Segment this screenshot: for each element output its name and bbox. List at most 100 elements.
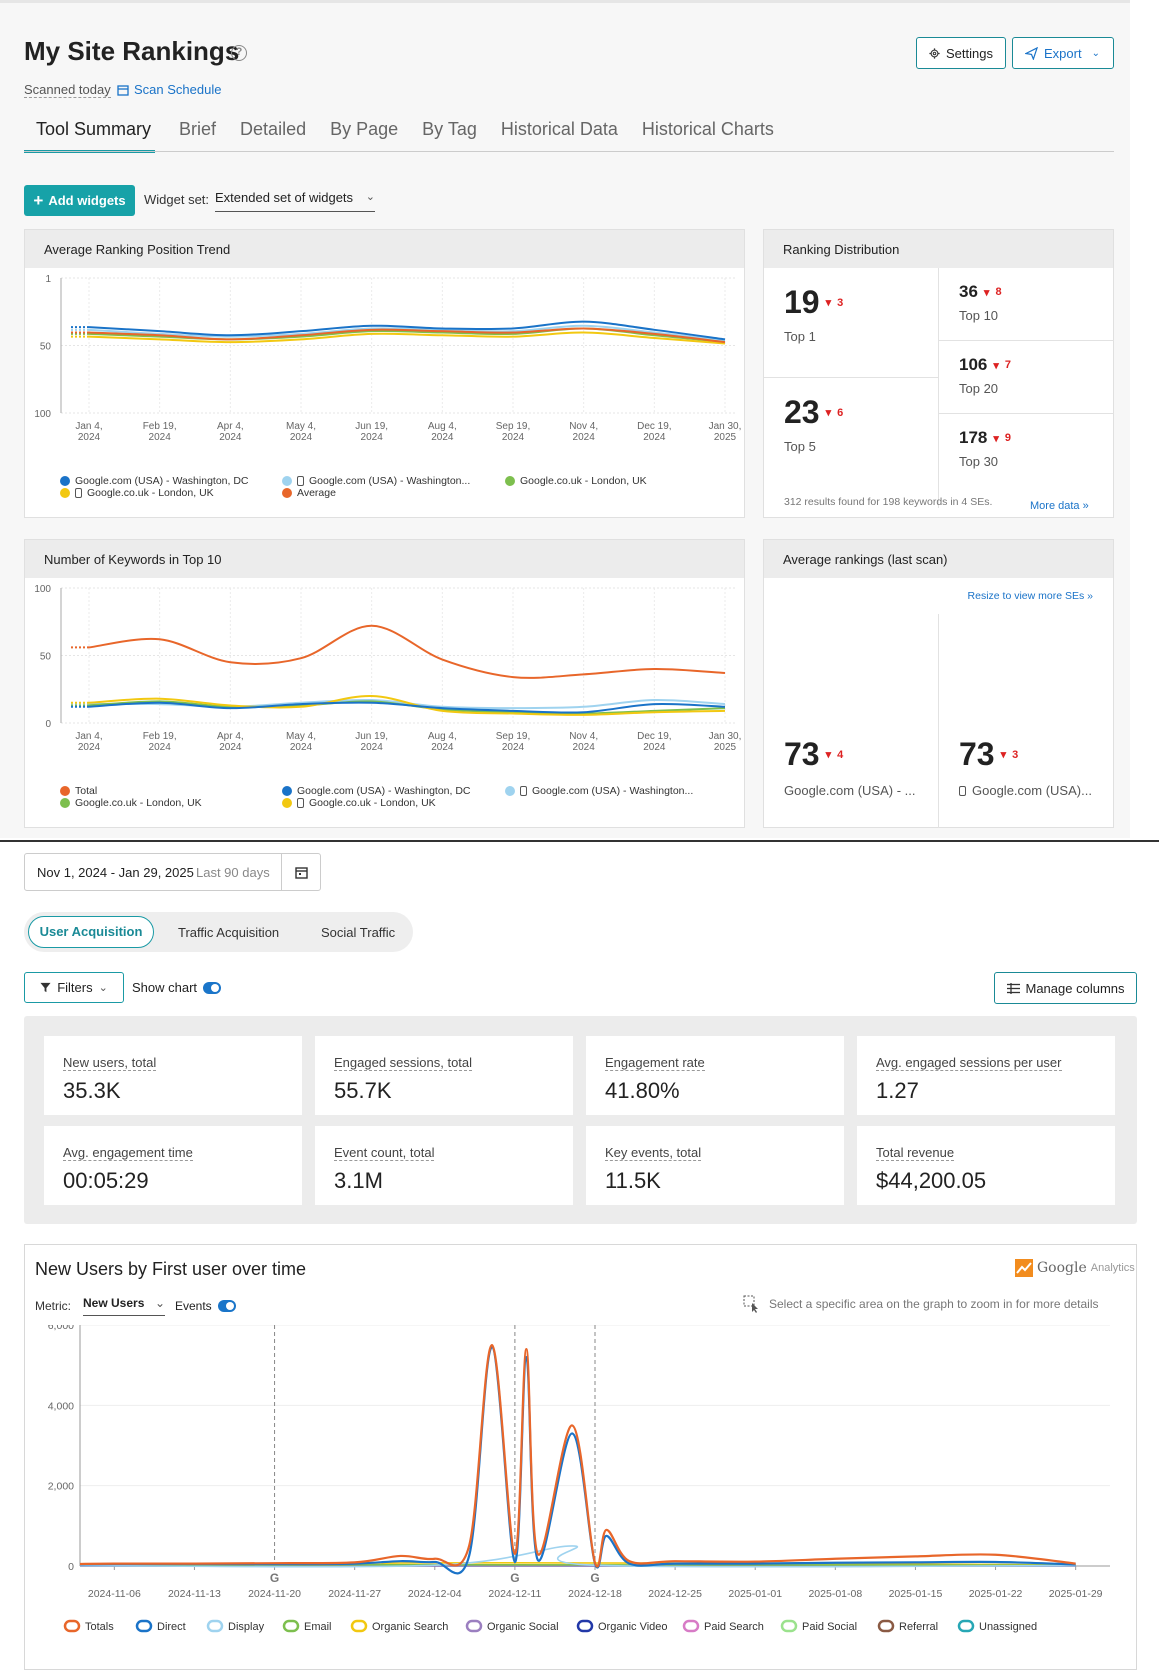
legend-item[interactable]: Organic Search bbox=[350, 1619, 448, 1633]
google-update-marker[interactable]: G bbox=[270, 1571, 279, 1585]
legend-toggle-icon bbox=[877, 1619, 895, 1633]
legend-item[interactable]: Display bbox=[206, 1619, 265, 1633]
series-line[interactable] bbox=[88, 320, 726, 341]
metric-card[interactable]: Total revenue $44,200.05 bbox=[857, 1126, 1115, 1205]
legend-item[interactable]: Google.co.uk - London, UK bbox=[282, 797, 436, 809]
legend-item[interactable]: Total bbox=[60, 785, 97, 797]
tab-brief[interactable]: Brief bbox=[179, 119, 217, 139]
metric-card[interactable]: Event count, total 3.1M bbox=[315, 1126, 573, 1205]
metric-label: Event count, total bbox=[334, 1145, 435, 1161]
top1-metric[interactable]: 19 ▾ 3 bbox=[784, 284, 843, 321]
metric-card[interactable]: Engagement rate 41.80% bbox=[586, 1036, 844, 1115]
metric-card[interactable]: Avg. engaged sessions per user 1.27 bbox=[857, 1036, 1115, 1115]
series-line[interactable] bbox=[88, 331, 726, 345]
top20-metric[interactable]: 106 ▾ 7 bbox=[959, 355, 1011, 375]
legend-item[interactable]: Organic Video bbox=[576, 1619, 668, 1633]
legend-item[interactable]: Google.co.uk - London, UK bbox=[60, 797, 202, 809]
legend-item[interactable]: Paid Social bbox=[780, 1619, 857, 1633]
x-tick-label: 2024-12-18 bbox=[568, 1588, 622, 1600]
segment-social-traffic[interactable]: Social Traffic bbox=[321, 925, 396, 940]
y-tick-label: 2,000 bbox=[48, 1481, 74, 1493]
tab-tool-summary[interactable]: Tool Summary bbox=[24, 119, 156, 153]
segment-traffic-acquisition[interactable]: Traffic Acquisition bbox=[178, 925, 280, 940]
arrow-down-icon: ▾ bbox=[983, 286, 990, 299]
x-tick-label: 2025-01-22 bbox=[969, 1588, 1023, 1600]
metric-card[interactable]: New users, total 35.3K bbox=[44, 1036, 302, 1115]
top10-metric[interactable]: 36 ▾ 8 bbox=[959, 282, 1002, 302]
legend-item[interactable]: Average bbox=[282, 487, 336, 499]
help-icon[interactable]: ? bbox=[231, 45, 247, 61]
add-widgets-button[interactable]: + Add widgets bbox=[24, 185, 135, 216]
export-button[interactable]: Export ⌄ bbox=[1012, 37, 1114, 69]
y-tick-label: 100 bbox=[34, 584, 51, 595]
metric-dropdown[interactable]: New Users ⌄ bbox=[83, 1296, 165, 1316]
filters-button[interactable]: Filters ⌄ bbox=[24, 972, 124, 1003]
top30-metric[interactable]: 178 ▾ 9 bbox=[959, 428, 1011, 448]
manage-columns-button[interactable]: Manage columns bbox=[994, 972, 1137, 1004]
tab-historical-data[interactable]: Historical Data bbox=[500, 119, 618, 139]
legend-item[interactable]: Organic Social bbox=[465, 1619, 559, 1633]
se2-label-row: Google.com (USA)... bbox=[959, 783, 1092, 798]
series-line[interactable] bbox=[88, 624, 726, 679]
metric-card[interactable]: Avg. engagement time 00:05:29 bbox=[44, 1126, 302, 1205]
ga-logo-analytics: Analytics bbox=[1090, 1262, 1135, 1274]
legend-item[interactable]: Google.com (USA) - Washington, DC bbox=[282, 785, 471, 797]
arrow-down-icon: ▾ bbox=[825, 407, 832, 419]
series-line[interactable] bbox=[79, 1345, 1076, 1575]
resize-link[interactable]: Resize to view more SEs » bbox=[968, 590, 1093, 602]
legend-item[interactable]: Google.com (USA) - Washington... bbox=[282, 475, 470, 487]
top1-value: 19 bbox=[784, 284, 820, 320]
show-chart-toggle[interactable] bbox=[203, 981, 222, 994]
calendar-icon[interactable] bbox=[295, 866, 308, 879]
scan-schedule-link[interactable]: Scan Schedule bbox=[117, 82, 221, 97]
se1-avg-ranking[interactable]: 73 ▾ 4 bbox=[784, 736, 843, 773]
metric-card[interactable]: Engaged sessions, total 55.7K bbox=[315, 1036, 573, 1115]
legend-item[interactable]: Google.com (USA) - Washington... bbox=[505, 785, 693, 797]
new-users-chart[interactable]: 6,000 4,000 2,000 0 2024-11-06 2024-11-13 2024… bbox=[25, 1325, 1136, 1670]
legend-item[interactable]: Google.co.uk - London, UK bbox=[60, 487, 214, 499]
more-data-link[interactable]: More data » bbox=[1030, 500, 1089, 512]
metric-label: Avg. engaged sessions per user bbox=[876, 1055, 1062, 1071]
segment-user-acquisition[interactable]: User Acquisition bbox=[28, 916, 154, 948]
legend-item[interactable]: Google.com (USA) - Washington, DC bbox=[60, 475, 249, 487]
show-chart-label: Show chart bbox=[132, 980, 198, 995]
legend-label: Organic Search bbox=[372, 1621, 448, 1633]
google-update-marker[interactable]: G bbox=[590, 1571, 599, 1585]
tab-detailed[interactable]: Detailed bbox=[240, 119, 307, 139]
tab-historical-charts[interactable]: Historical Charts bbox=[641, 119, 774, 139]
top5-metric[interactable]: 23 ▾ 6 bbox=[784, 394, 843, 431]
tab-by-page[interactable]: By Page bbox=[330, 119, 399, 139]
date-range-picker[interactable]: Nov 1, 2024 - Jan 29, 2025 Last 90 days bbox=[24, 853, 321, 891]
se2-avg-ranking[interactable]: 73 ▾ 3 bbox=[959, 736, 1018, 773]
more-data-label: More data bbox=[1030, 500, 1080, 512]
tab-by-tag[interactable]: By Tag bbox=[422, 119, 477, 139]
x-tick-label: 2024 bbox=[431, 742, 454, 753]
legend-label: Google.co.uk - London, UK bbox=[75, 797, 202, 809]
google-update-marker[interactable]: G bbox=[510, 1571, 519, 1585]
metric-card[interactable]: Key events, total 11.5K bbox=[586, 1126, 844, 1205]
x-tick-label: 2025-01-15 bbox=[889, 1588, 943, 1600]
widget-set-dropdown[interactable]: Extended set of widgets ⌄ bbox=[215, 190, 375, 212]
settings-button[interactable]: Settings bbox=[916, 37, 1006, 69]
top10-keywords-widget: Number of Keywords in Top 10 100 50 0 Jan 4… bbox=[24, 539, 745, 828]
legend-item[interactable]: Paid Search bbox=[682, 1619, 764, 1633]
series-line[interactable] bbox=[79, 1545, 1076, 1568]
resize-label: Resize to view more SEs bbox=[967, 590, 1085, 602]
series-line[interactable] bbox=[88, 694, 726, 716]
series-line[interactable] bbox=[88, 327, 726, 344]
legend-item[interactable]: Direct bbox=[135, 1619, 186, 1633]
series-line[interactable] bbox=[79, 1343, 1076, 1568]
se1-delta: 4 bbox=[837, 748, 844, 761]
legend-item[interactable]: Referral bbox=[877, 1619, 938, 1633]
x-tick-label: 2024-11-13 bbox=[168, 1588, 221, 1600]
series-line[interactable] bbox=[88, 701, 726, 714]
series-line[interactable] bbox=[88, 324, 726, 342]
legend-item[interactable]: Google.co.uk - London, UK bbox=[505, 475, 647, 487]
legend-item[interactable]: Email bbox=[282, 1619, 332, 1633]
legend-item[interactable]: Totals bbox=[63, 1619, 114, 1633]
x-tick-label: Nov 4, bbox=[569, 421, 598, 432]
events-toggle[interactable] bbox=[217, 1300, 236, 1312]
legend-item[interactable]: Unassigned bbox=[957, 1619, 1037, 1633]
